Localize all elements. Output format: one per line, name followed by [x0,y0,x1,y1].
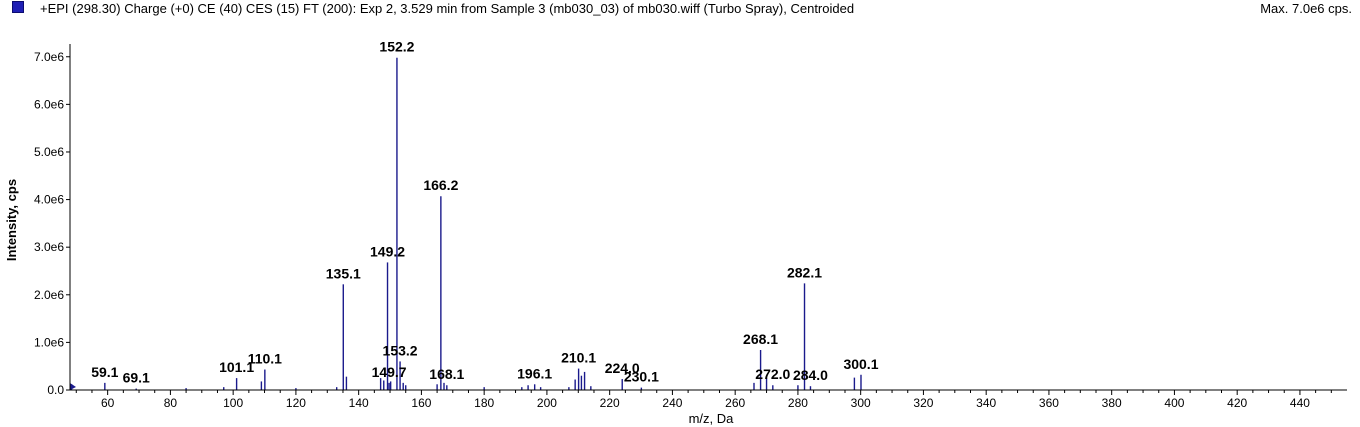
peak-label: 282.1 [787,264,822,280]
peak-bar [70,383,76,390]
x-tick-label: 200 [537,396,557,410]
x-tick-label: 340 [976,396,996,410]
x-tick-label: 260 [725,396,745,410]
axes-layer: 0.0 1.0e6 2.0e6 3.0e6 4.0e6 5.0e6 6.0e6 7.0e6 60… [34,44,1347,410]
y-axis-label: Intensity, cps [4,179,19,261]
peak-label: 196.1 [517,365,552,381]
spectrum-title: +EPI (298.30) Charge (+0) CE (40) CES (1… [40,1,855,16]
y-tick-label: 4.0e6 [34,193,64,207]
x-tick-label: 380 [1102,396,1122,410]
y-tick-label: 2.0e6 [34,288,64,302]
x-axis-label: m/z, Da [689,411,735,426]
x-tick-label: 220 [600,396,620,410]
x-tick-label: 160 [411,396,431,410]
max-intensity-label: Max. 7.0e6 cps. [1260,1,1352,16]
peak-label: 149.2 [370,243,405,259]
x-tick-label: 420 [1227,396,1247,410]
x-tick-label: 60 [101,396,115,410]
y-tick-label: 7.0e6 [34,50,64,64]
peak-label: 284.0 [793,367,828,383]
peak-label: 230.1 [624,369,659,385]
peak-label: 69.1 [123,370,150,386]
y-tick-label: 1.0e6 [34,335,64,349]
peak-label: 300.1 [843,356,878,372]
x-tick-label: 240 [662,396,682,410]
y-tick-label: 0.0 [47,383,64,397]
x-tick-label: 280 [788,396,808,410]
peaks-layer [70,57,862,390]
peak-label: 135.1 [326,265,361,281]
x-tick-label: 120 [286,396,306,410]
x-tick-label: 360 [1039,396,1059,410]
x-tick-label: 180 [474,396,494,410]
peak-label: 168.1 [429,366,464,382]
x-tick-label: 300 [851,396,871,410]
x-tick-label: 80 [164,396,178,410]
peak-label: 272.0 [755,366,790,382]
x-tick-label: 320 [913,396,933,410]
peak-label: 224.0 [605,360,640,376]
peak-label: 153.2 [383,342,418,358]
peak-label: 166.2 [423,177,458,193]
peak-label: 152.2 [379,39,414,55]
peak-label: 210.1 [561,350,596,366]
x-tick-label: 440 [1290,396,1310,410]
peak-label: 110.1 [248,351,282,367]
series-swatch [12,1,24,13]
x-tick-label: 100 [223,396,243,410]
peak-label: 59.1 [91,364,118,380]
y-tick-label: 3.0e6 [34,240,64,254]
peak-label: 101.1 [219,359,254,375]
peak-label: 268.1 [743,331,778,347]
x-tick-label: 400 [1164,396,1184,410]
y-tick-label: 5.0e6 [34,145,64,159]
y-tick-label: 6.0e6 [34,97,64,111]
peak-label: 149.7 [372,364,407,380]
x-tick-label: 140 [349,396,369,410]
